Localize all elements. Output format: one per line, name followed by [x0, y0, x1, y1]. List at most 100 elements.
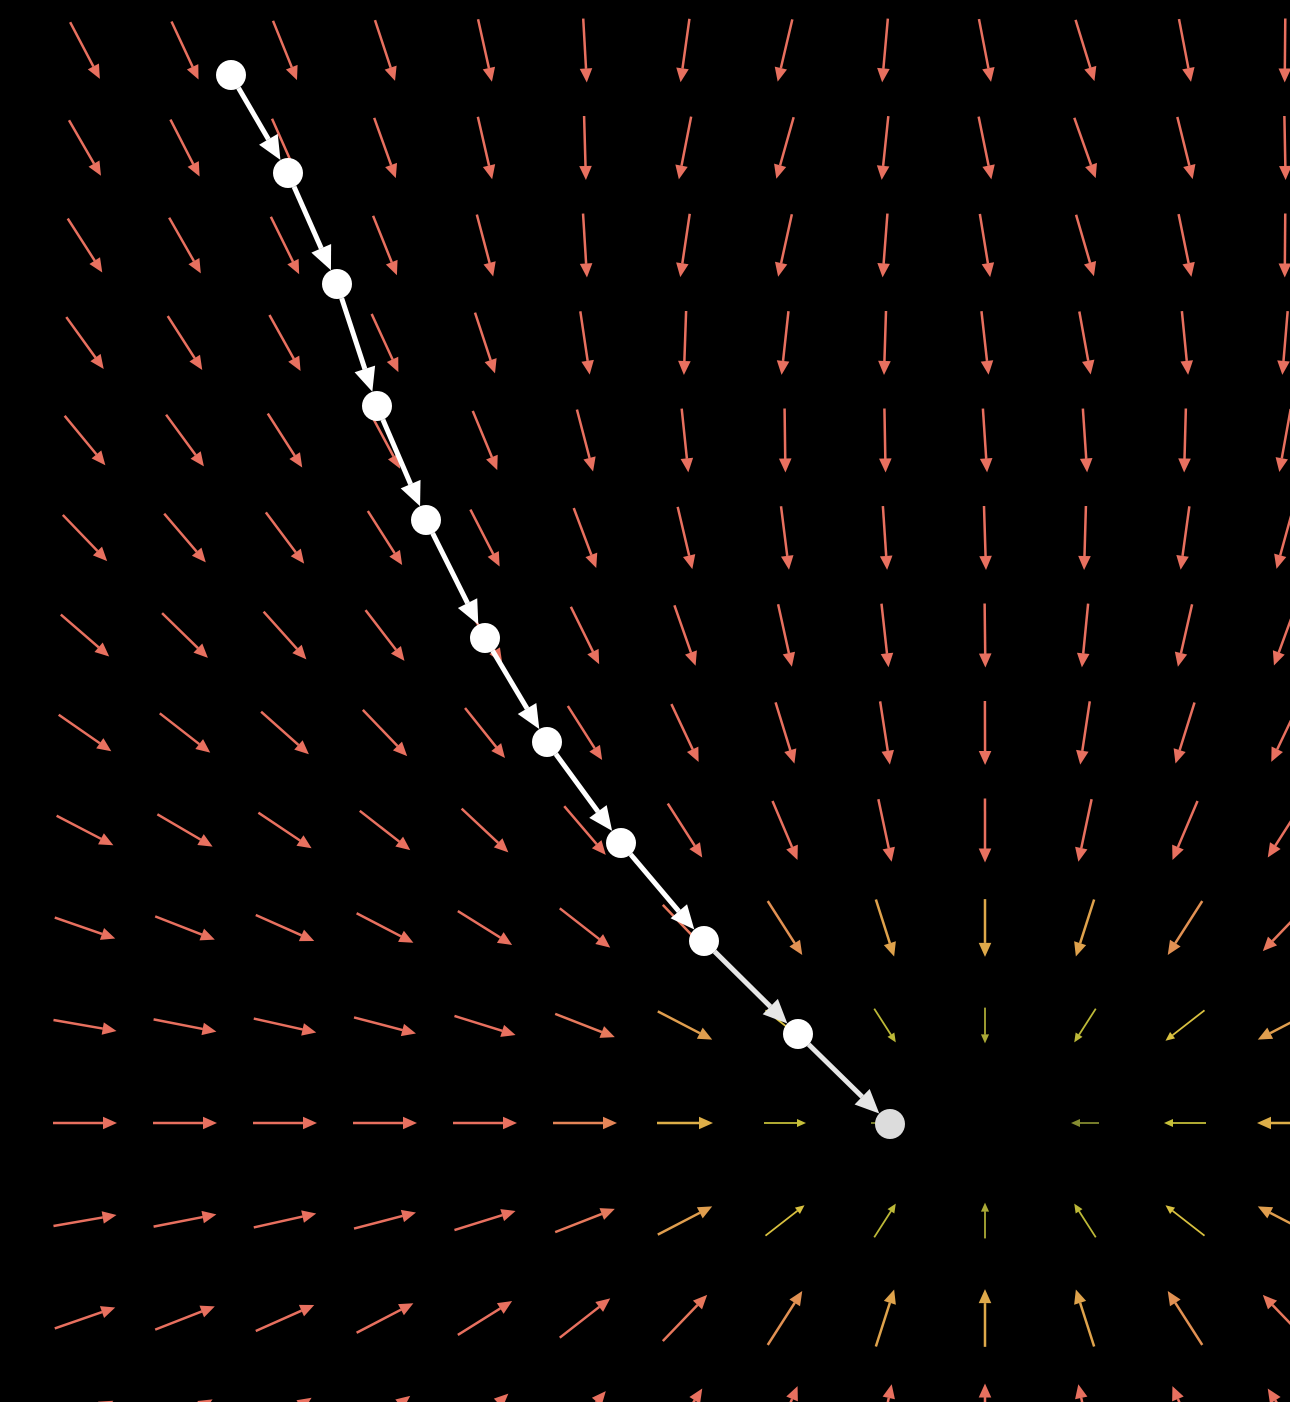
arrow-head: [1167, 939, 1181, 955]
arrow-head: [386, 356, 399, 373]
arrow-shaft: [575, 409, 591, 459]
arrow-head: [487, 551, 500, 567]
arrow-shaft: [156, 813, 202, 841]
arrow-head: [493, 1393, 509, 1402]
path-point: [322, 269, 352, 299]
arrow-head: [591, 840, 606, 855]
arrow-head: [879, 458, 892, 473]
arrow-head: [676, 262, 689, 278]
path-point: [606, 828, 636, 858]
arrow-shaft: [666, 802, 696, 847]
arrow-head: [782, 651, 796, 667]
arrow-head: [883, 1289, 896, 1305]
arrow-head: [195, 739, 211, 753]
arrow-shaft: [460, 807, 499, 844]
arrow-head: [978, 1289, 992, 1304]
arrow-shaft: [681, 18, 691, 69]
arrow-shaft: [873, 1008, 892, 1036]
arrow-head: [1257, 1206, 1274, 1219]
arrow-head: [395, 1395, 411, 1402]
arrow-head: [1074, 1289, 1087, 1305]
arrow-head: [774, 66, 788, 82]
arrow-shaft: [683, 310, 688, 362]
arrow-head: [296, 835, 312, 849]
arrow-head: [589, 744, 603, 761]
arrow-shaft: [66, 217, 96, 262]
arrow-shaft: [166, 315, 196, 359]
arrow-shaft: [779, 506, 789, 557]
arrow-head: [978, 653, 992, 668]
arrow-shaft: [1178, 702, 1196, 751]
arrow-head: [1180, 360, 1194, 375]
path-point: [783, 1019, 813, 1049]
arrow-head: [101, 1211, 117, 1224]
arrow-shaft: [873, 1210, 892, 1238]
arrow-shaft: [370, 313, 394, 360]
arrow-shaft: [771, 800, 794, 848]
arrow-head: [197, 834, 213, 847]
path-point: [470, 623, 500, 653]
arrow-head: [457, 598, 479, 625]
arrow-shaft: [1282, 311, 1289, 362]
arrow-head: [776, 360, 790, 375]
arrow-shaft: [680, 408, 689, 459]
arrow-head: [774, 261, 788, 277]
arrow-shaft: [1279, 515, 1290, 556]
arrow-head: [400, 1023, 416, 1037]
arrow-head: [579, 68, 593, 83]
arrow-shaft: [877, 798, 890, 849]
arrow-head: [517, 702, 540, 730]
arrow-shaft: [883, 408, 887, 459]
arrow-head: [1075, 1384, 1088, 1400]
path-point: [216, 60, 246, 90]
arrow-head: [878, 360, 891, 375]
arrow-shaft: [61, 514, 99, 552]
arrow-head: [979, 555, 992, 570]
arrow-head: [201, 1210, 217, 1224]
arrow-head: [982, 66, 995, 82]
arrow-shaft: [874, 899, 892, 944]
arrow-head: [789, 1291, 803, 1307]
arrow-head: [191, 547, 206, 563]
arrow-head: [1173, 748, 1186, 764]
arrow-head: [796, 1118, 806, 1128]
arrow-head: [1257, 1027, 1274, 1040]
arrow-shaft: [657, 1211, 701, 1236]
arrow-shaft: [657, 1010, 701, 1035]
arrow-shaft: [476, 18, 491, 69]
arrow-head: [392, 741, 408, 757]
arrow-head: [1271, 746, 1283, 762]
arrow-head: [287, 258, 300, 275]
arrow-head: [1078, 555, 1091, 570]
arrow-head: [980, 360, 994, 375]
arrow-shaft: [1078, 1210, 1097, 1238]
arrow-head: [483, 261, 496, 277]
arrow-shaft: [563, 805, 598, 846]
arrow-head: [1071, 1118, 1081, 1128]
arrow-head: [1075, 846, 1088, 862]
arrow-head: [1172, 844, 1184, 860]
arrow-shaft: [165, 413, 197, 456]
arrow-shaft: [1083, 505, 1088, 557]
arrow-head: [290, 548, 305, 564]
arrow-head: [1074, 1032, 1083, 1043]
arrow-shaft: [63, 415, 98, 456]
arrow-head: [1167, 1291, 1181, 1307]
arrow-head: [203, 1116, 217, 1130]
arrow-head: [90, 353, 104, 369]
arrow-shaft: [553, 752, 600, 814]
arrow-shaft: [1280, 408, 1290, 459]
arrow-shaft: [582, 115, 587, 167]
arrow-shaft: [661, 1304, 699, 1342]
arrow-head: [503, 1116, 517, 1130]
arrow-head: [982, 164, 995, 180]
arrow-shaft: [874, 1302, 892, 1347]
arrow-head: [1176, 554, 1189, 570]
arrow-head: [1165, 1205, 1176, 1215]
arrow-shaft: [264, 511, 297, 554]
arrow-head: [298, 929, 315, 942]
arrow-head: [288, 355, 301, 371]
arrow-head: [1267, 1388, 1281, 1402]
arrow-shaft: [766, 1302, 796, 1346]
arrow-head: [1076, 652, 1090, 668]
